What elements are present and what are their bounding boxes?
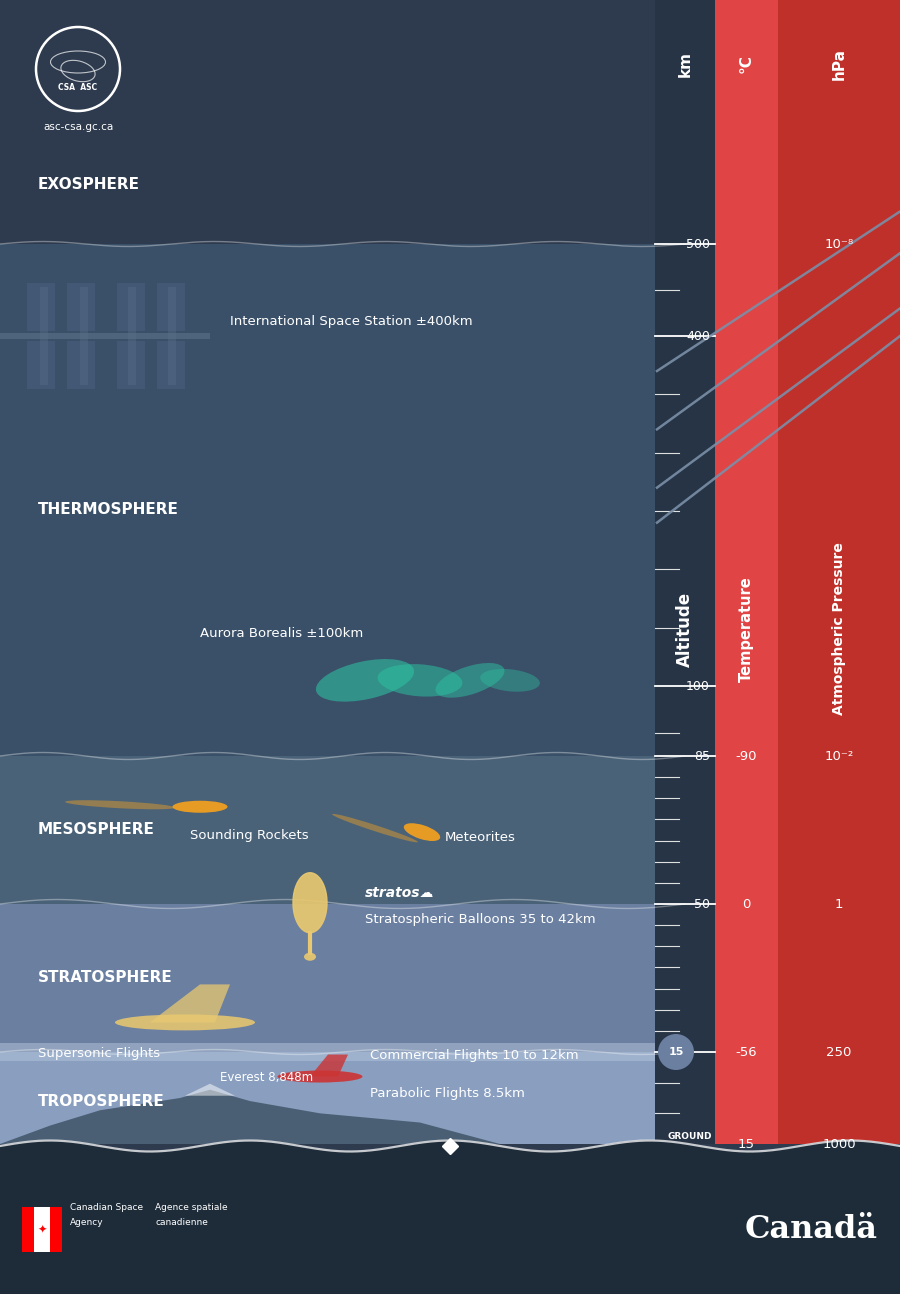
Text: °C: °C [739,54,754,74]
Bar [0,245,900,756]
Text: TROPOSPHERE: TROPOSPHERE [38,1093,165,1109]
Bar [117,283,145,331]
Bar [80,287,88,340]
Polygon shape [0,1090,500,1144]
Text: ✦: ✦ [37,1224,47,1234]
Text: -90: -90 [736,749,757,762]
Text: Agency: Agency [70,1218,104,1227]
Bar [715,0,778,1144]
Text: Meteorites: Meteorites [445,831,516,844]
Ellipse shape [65,800,175,809]
Bar [128,340,136,386]
Text: GROUND: GROUND [668,1132,712,1141]
Bar [655,0,715,1144]
Text: 15: 15 [738,1137,755,1150]
Bar [0,333,210,339]
Ellipse shape [115,1014,255,1030]
Text: EXOSPHERE: EXOSPHERE [38,177,140,192]
Bar [67,283,95,331]
Bar [80,340,88,386]
Bar [40,340,48,386]
Text: Temperature: Temperature [739,576,754,682]
Text: 250: 250 [826,1046,851,1058]
Bar [67,342,95,389]
Bar [157,342,185,389]
Ellipse shape [304,952,316,960]
Text: Agence spatiale: Agence spatiale [155,1203,228,1212]
Text: CSA  ASC: CSA ASC [58,83,97,92]
Text: Altitude: Altitude [676,591,694,666]
Bar [40,287,48,340]
Text: asc-csa.gc.ca: asc-csa.gc.ca [43,122,113,132]
Bar [0,756,900,905]
Ellipse shape [173,801,228,813]
Bar [778,0,900,1144]
Text: 85: 85 [694,749,710,762]
Ellipse shape [436,663,505,697]
Bar [34,1207,50,1253]
Text: Everest 8,848m: Everest 8,848m [220,1070,313,1084]
Bar [27,283,55,331]
Text: 10⁻²: 10⁻² [824,749,853,762]
Text: Commercial Flights 10 to 12km: Commercial Flights 10 to 12km [370,1048,579,1061]
Circle shape [658,1034,694,1070]
Text: hPa: hPa [832,48,847,80]
Ellipse shape [480,669,540,692]
Text: 1: 1 [835,898,843,911]
Text: Stratospheric Balloons 35 to 42km: Stratospheric Balloons 35 to 42km [365,914,596,927]
Bar [0,114,900,245]
Text: Canadä: Canadä [745,1214,878,1245]
Text: International Space Station ±400km: International Space Station ±400km [230,314,472,327]
Bar [22,1207,34,1253]
Bar [0,1052,900,1144]
Ellipse shape [404,823,440,841]
Bar [157,283,185,331]
Bar [117,342,145,389]
Polygon shape [293,872,327,933]
Text: MESOSPHERE: MESOSPHERE [38,823,155,837]
Polygon shape [150,985,230,1022]
Text: 15: 15 [669,1047,684,1057]
Polygon shape [310,1055,348,1077]
Text: THERMOSPHERE: THERMOSPHERE [38,502,179,518]
Text: Parabolic Flights 8.5km: Parabolic Flights 8.5km [370,1087,525,1100]
Text: 400: 400 [686,330,710,343]
Ellipse shape [277,1070,363,1083]
Text: STRATOSPHERE: STRATOSPHERE [38,970,173,986]
Text: -56: -56 [735,1046,757,1058]
Text: Aurora Borealis ±100km: Aurora Borealis ±100km [200,628,364,641]
Text: Canadian Space: Canadian Space [70,1203,143,1212]
Bar [0,1165,900,1294]
Bar [50,1207,62,1253]
Text: 100: 100 [686,679,710,692]
Text: canadienne: canadienne [155,1218,208,1227]
Ellipse shape [316,659,414,701]
Ellipse shape [378,664,463,696]
Ellipse shape [332,814,418,842]
Bar [0,1043,685,1061]
Text: 1000: 1000 [823,1137,856,1150]
Bar [27,342,55,389]
Text: 10⁻⁸: 10⁻⁸ [824,238,853,251]
Text: 0: 0 [742,898,751,911]
Text: Atmospheric Pressure: Atmospheric Pressure [832,542,846,716]
Text: Sounding Rockets: Sounding Rockets [190,828,309,841]
Polygon shape [185,1084,235,1096]
Bar [0,905,900,1052]
Text: km: km [678,50,692,78]
Bar [168,287,176,340]
Bar [128,287,136,340]
Text: 500: 500 [686,238,710,251]
Text: 50: 50 [694,898,710,911]
Text: stratos☁: stratos☁ [365,885,435,899]
Bar [168,340,176,386]
Text: Supersonic Flights: Supersonic Flights [38,1047,160,1060]
